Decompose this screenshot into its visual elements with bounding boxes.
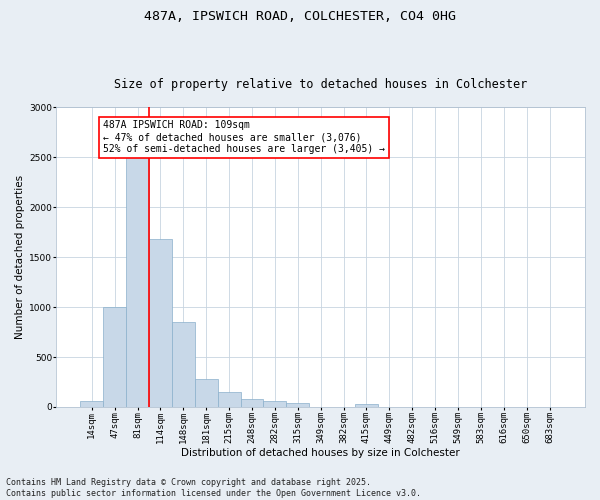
Bar	[172, 322, 195, 407]
Text: 487A, IPSWICH ROAD, COLCHESTER, CO4 0HG: 487A, IPSWICH ROAD, COLCHESTER, CO4 0HG	[144, 10, 456, 23]
Bar	[195, 379, 218, 407]
Bar	[149, 239, 172, 407]
Bar	[355, 404, 378, 407]
Bar	[286, 403, 309, 407]
Bar	[218, 392, 241, 407]
Bar	[103, 307, 126, 407]
Bar	[241, 399, 263, 407]
Y-axis label: Number of detached properties: Number of detached properties	[15, 175, 25, 339]
Text: Contains HM Land Registry data © Crown copyright and database right 2025.
Contai: Contains HM Land Registry data © Crown c…	[6, 478, 421, 498]
Bar	[263, 402, 286, 407]
Bar	[80, 401, 103, 407]
X-axis label: Distribution of detached houses by size in Colchester: Distribution of detached houses by size …	[181, 448, 460, 458]
Text: 487A IPSWICH ROAD: 109sqm
← 47% of detached houses are smaller (3,076)
52% of se: 487A IPSWICH ROAD: 109sqm ← 47% of detac…	[103, 120, 385, 154]
Title: Size of property relative to detached houses in Colchester: Size of property relative to detached ho…	[114, 78, 527, 91]
Bar	[126, 158, 149, 407]
